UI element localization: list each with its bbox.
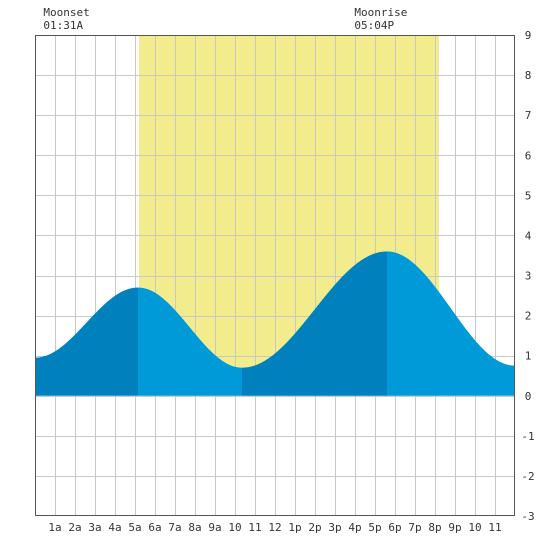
x-tick-label: 7p [408, 521, 421, 534]
x-tick-label: 10 [228, 521, 241, 534]
y-tick-label: 5 [525, 189, 532, 202]
y-tick-label: 8 [525, 69, 532, 82]
moon-event-label: Moonset [43, 6, 89, 19]
x-tick-label: 1a [48, 521, 61, 534]
y-tick-label: 1 [525, 350, 532, 363]
y-tick-label: -3 [521, 510, 534, 523]
moon-event-time: 05:04P [354, 19, 394, 32]
x-tick-label: 6a [148, 521, 161, 534]
x-tick-label: 9a [208, 521, 221, 534]
x-tick-label: 3p [328, 521, 341, 534]
x-tick-label: 5a [128, 521, 141, 534]
y-tick-label: 3 [525, 270, 532, 283]
x-tick-label: 2a [68, 521, 81, 534]
x-tick-label: 9p [448, 521, 461, 534]
y-tick-label: 0 [525, 390, 532, 403]
y-tick-label: -1 [521, 430, 534, 443]
moon-event-label: Moonrise [354, 6, 407, 19]
x-tick-label: 7a [168, 521, 181, 534]
x-tick-label: 4a [108, 521, 121, 534]
x-tick-label: 11 [248, 521, 261, 534]
y-tick-label: 6 [525, 149, 532, 162]
x-tick-label: 10 [468, 521, 481, 534]
falling-tide-area [387, 251, 515, 396]
x-tick-label: 12 [268, 521, 281, 534]
rising-tide-area [242, 251, 387, 396]
plot-border [35, 35, 515, 516]
y-tick-label: 2 [525, 310, 532, 323]
x-tick-label: 3a [88, 521, 101, 534]
x-tick-label: 1p [288, 521, 301, 534]
x-tick-label: 11 [488, 521, 501, 534]
x-tick-label: 6p [388, 521, 401, 534]
y-tick-label: 9 [525, 29, 532, 42]
y-tick-label: -2 [521, 470, 534, 483]
x-tick-label: 2p [308, 521, 321, 534]
y-tick-label: 4 [525, 229, 532, 242]
moon-event-time: 01:31A [43, 19, 83, 32]
rising-tide-area [35, 287, 138, 396]
x-tick-label: 8a [188, 521, 201, 534]
x-tick-label: 8p [428, 521, 441, 534]
x-tick-label: 5p [368, 521, 381, 534]
falling-tide-area [138, 287, 242, 396]
y-tick-label: 7 [525, 109, 532, 122]
x-tick-label: 4p [348, 521, 361, 534]
